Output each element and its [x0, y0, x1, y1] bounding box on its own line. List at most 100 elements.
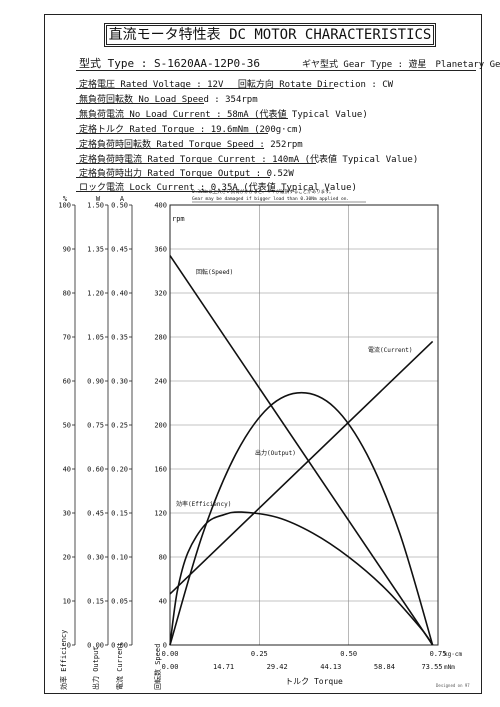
efficiency-curve-label: 効率(Efficiency): [176, 500, 231, 508]
current-tick-label: 0.00: [111, 642, 128, 650]
spec-value: 0.52W: [266, 169, 294, 179]
torque-tick-mnm: 14.71: [213, 663, 234, 671]
current-curve-label: 電流(Current): [368, 346, 413, 354]
current-tick-label: 0.15: [111, 510, 128, 518]
current-tick-label: 0.30: [111, 378, 128, 386]
torque-tick-kgcm: 0.25: [251, 650, 268, 658]
efficiency-tick-label: 50: [63, 422, 71, 430]
speed-tick-label: 320: [154, 290, 167, 298]
output-tick-label: 0.90: [87, 378, 104, 386]
sheet-frame: [44, 14, 482, 694]
spec-value: 252rpm: [270, 140, 303, 150]
speed-tick-label: 0: [163, 642, 167, 650]
page-title: 直流モータ特性表 DC MOTOR CHARACTERISTICS: [104, 23, 436, 47]
spec-underline: [76, 133, 268, 134]
torque-unit-kgcm: kg·cm: [444, 651, 462, 658]
output-tick-label: 1.05: [87, 334, 104, 342]
torque-unit-mnm: mNm: [444, 664, 455, 671]
speed-curve: [169, 255, 434, 646]
torque-tick-kgcm: 0.75: [430, 650, 447, 658]
torque-tick-mnm: 73.55: [421, 663, 442, 671]
efficiency-unit: %: [63, 195, 68, 203]
spec-row: 無負荷回転数 No Load Speed : 354rpm: [79, 95, 258, 105]
torque-tick-mnm: 58.84: [374, 663, 395, 671]
spec-label: 定格電圧 Rated Voltage: [79, 80, 191, 90]
speed-tick-label: 240: [154, 378, 167, 386]
efficiency-tick-label: 70: [63, 334, 71, 342]
warning-jp: 0.30Nm以上大きい負荷がかかると、ギヤが破損することがあります。: [192, 188, 334, 195]
current-tick-label: 0.45: [111, 246, 128, 254]
gear-label: ギヤ型式 Gear Type: [302, 60, 393, 70]
spec-label: 定格負荷時回転数 Rated Torque Speed: [79, 140, 254, 150]
current-unit: A: [120, 195, 125, 203]
spec-label: 定格負荷時電流 Rated Torque Current: [79, 155, 256, 165]
output-tick-label: 0.00: [87, 642, 104, 650]
efficiency-tick-label: 90: [63, 246, 71, 254]
output-axis-label: 出力 Output: [91, 646, 100, 690]
type-value: S-1620AA-12P0-36: [154, 57, 260, 70]
output-curve-label: 出力(Output): [255, 449, 296, 457]
efficiency-curve: [169, 511, 434, 646]
spec-value: 0.35A (代表値 Typical Value): [210, 183, 357, 193]
speed-tick-label: 40: [159, 598, 167, 606]
type-underline: [76, 70, 476, 71]
spec-row: 定格負荷時回転数 Rated Torque Speed : 252rpm: [79, 140, 303, 150]
efficiency-tick-label: 10: [63, 598, 71, 606]
spec-label: 無負荷回転数 No Load Speed: [79, 95, 209, 105]
speed-tick-label: 120: [154, 510, 167, 518]
spec-label: 定格トルク Rated Torque: [79, 125, 195, 135]
curves: [169, 255, 434, 646]
type-row: 型式 Type : S-1620AA-12P0-36: [79, 57, 260, 70]
spec-row: 定格電圧 Rated Voltage : 12V 回転方向 Rotate Dir…: [79, 80, 394, 90]
efficiency-axis-label: 効率 Efficiency: [59, 630, 68, 690]
current-tick-label: 0.10: [111, 554, 128, 562]
output-tick-label: 1.35: [87, 246, 104, 254]
spec-underline: [76, 163, 316, 164]
spec-label: ロック電流 Lock Current: [79, 183, 195, 193]
spec-value: 58mA (代表値 Typical Value): [226, 110, 368, 120]
signature: Designed on 97: [436, 683, 470, 688]
spec-value: 140mA (代表値 Typical Value): [272, 155, 419, 165]
spec-underline: [76, 191, 284, 192]
spec-underline: [76, 88, 334, 89]
warning-note: 0.30Nm以上大きい負荷がかかると、ギヤが破損することがあります。Gear m…: [192, 188, 366, 203]
chart-grid: [170, 205, 438, 645]
spec-row: 定格負荷時電流 Rated Torque Current : 140mA (代表…: [79, 155, 419, 165]
spec-value: 19.6mNm (200g·cm): [210, 125, 303, 135]
current-tick-label: 0.20: [111, 466, 128, 474]
torque-tick-mnm: 29.42: [267, 663, 288, 671]
efficiency-tick-label: 40: [63, 466, 71, 474]
current-tick-label: 0.40: [111, 290, 128, 298]
spec-underline: [76, 177, 270, 178]
output-tick-label: 0.75: [87, 422, 104, 430]
plot-area: [169, 204, 439, 646]
spec-extra-label: 回転方向 Rotate Direction: [237, 80, 366, 90]
speed-tick-label: 80: [159, 554, 167, 562]
spec-underline: [76, 103, 204, 104]
current-tick-label: 0.35: [111, 334, 128, 342]
curve-labels: 回転(Speed) 電流(Current) 出力(Output) 効率(Efficie…: [176, 268, 413, 508]
torque-tick-mnm: 44.13: [320, 663, 341, 671]
spec-row: 定格負荷時出力 Rated Torque Output : 0.52W: [79, 169, 294, 179]
spec-value: 354rpm: [225, 95, 258, 105]
speed-unit: rpm: [172, 215, 185, 223]
speed-tick-label: 200: [154, 422, 167, 430]
plot-border: [169, 204, 439, 646]
output-tick-label: 1.20: [87, 290, 104, 298]
current-tick-label: 0.05: [111, 598, 128, 606]
efficiency-tick-label: 20: [63, 554, 71, 562]
current-curve: [169, 340, 434, 595]
speed-tick-label: 360: [154, 246, 167, 254]
efficiency-tick-label: 100: [58, 202, 71, 210]
output-tick-label: 0.45: [87, 510, 104, 518]
efficiency-tick-label: 0: [67, 642, 71, 650]
torque-tick-kgcm: 0.50: [340, 650, 357, 658]
spec-underline: [76, 148, 264, 149]
output-tick-label: 1.50: [87, 202, 104, 210]
efficiency-tick-label: 60: [63, 378, 71, 386]
output-unit: W: [96, 195, 101, 203]
spec-extra-value: CW: [382, 80, 394, 90]
current-tick-label: 0.50: [111, 202, 128, 210]
spec-row: 定格トルク Rated Torque : 19.6mNm (200g·cm): [79, 125, 303, 135]
output-tick-label: 0.15: [87, 598, 104, 606]
